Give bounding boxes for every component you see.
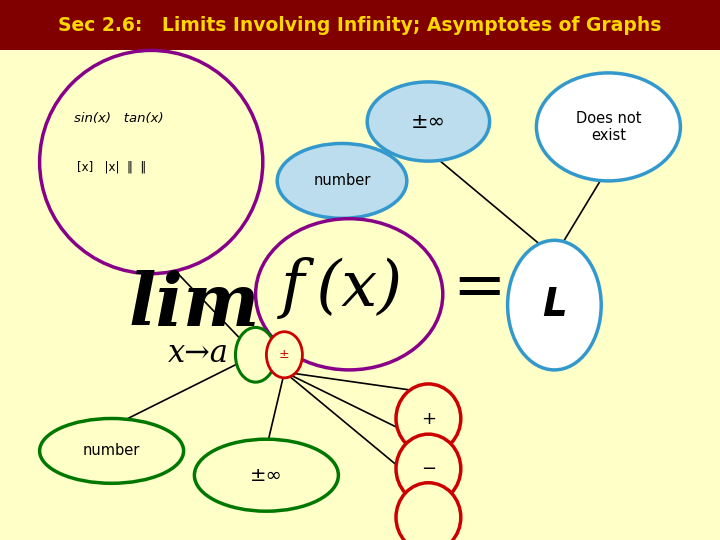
Text: number: number: [313, 173, 371, 188]
Text: Does not
exist: Does not exist: [576, 111, 641, 143]
Text: number: number: [83, 443, 140, 458]
Text: sin(x)   tan(x): sin(x) tan(x): [74, 112, 163, 125]
Text: f (x): f (x): [281, 258, 403, 320]
Text: ±∞: ±∞: [411, 111, 446, 132]
FancyBboxPatch shape: [0, 0, 720, 50]
Text: Sec 2.6:   Limits Involving Infinity; Asymptotes of Graphs: Sec 2.6: Limits Involving Infinity; Asym…: [58, 16, 662, 35]
Text: =: =: [452, 258, 505, 320]
Text: x→a: x→a: [168, 338, 228, 369]
Text: ±: ±: [279, 348, 289, 361]
Ellipse shape: [396, 434, 461, 503]
Ellipse shape: [396, 384, 461, 453]
Ellipse shape: [235, 327, 276, 382]
Ellipse shape: [536, 73, 680, 181]
Text: L: L: [542, 286, 567, 324]
Text: [x]   |x|  ‖  ‖: [x] |x| ‖ ‖: [77, 161, 146, 174]
Text: +: +: [421, 409, 436, 428]
Ellipse shape: [266, 332, 302, 378]
Ellipse shape: [396, 483, 461, 540]
Ellipse shape: [40, 50, 263, 274]
Text: ±∞: ±∞: [250, 465, 283, 485]
Ellipse shape: [508, 240, 601, 370]
Ellipse shape: [367, 82, 490, 161]
Text: lim: lim: [129, 269, 260, 341]
Text: −: −: [420, 460, 436, 478]
Ellipse shape: [40, 418, 184, 483]
Ellipse shape: [277, 144, 407, 218]
Ellipse shape: [194, 439, 338, 511]
Ellipse shape: [256, 219, 443, 370]
